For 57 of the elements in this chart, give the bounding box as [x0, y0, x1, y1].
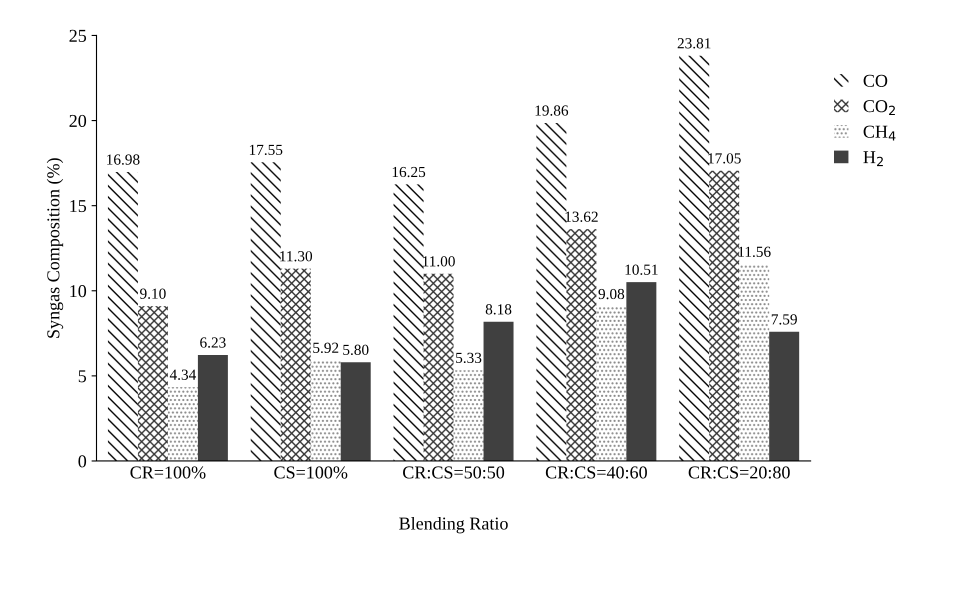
x-tick-label: CS=100%	[274, 466, 348, 479]
bar	[484, 322, 514, 461]
x-tick-label: CR=100%	[130, 466, 206, 479]
y-tick-label: 15	[70, 200, 86, 212]
bar	[250, 162, 281, 461]
data-label: 23.81	[678, 38, 710, 49]
data-label: 6.23	[200, 337, 226, 348]
y-axis-title: Syngas Composition (%)	[46, 158, 64, 338]
legend-label: CO$_{2}$	[864, 100, 895, 116]
bar	[108, 172, 138, 461]
data-label: 4.34	[170, 370, 196, 380]
y-tick-label: 5	[78, 370, 86, 382]
bar	[596, 306, 626, 461]
bar	[280, 268, 311, 461]
data-label: 10.51	[626, 264, 658, 275]
bar	[168, 387, 198, 461]
bar	[679, 56, 710, 461]
x-axis-title: Blending Ratio	[399, 516, 508, 534]
bar	[394, 184, 424, 461]
bar	[739, 264, 770, 461]
legend-label: H$_{2}$	[863, 151, 883, 166]
y-tick-label: 25	[70, 30, 86, 42]
data-label: 5.80	[343, 344, 369, 356]
data-label: 9.08	[598, 288, 624, 300]
bar	[138, 306, 168, 461]
data-label: 17.05	[708, 153, 741, 164]
legend-label: CH$_{4}$	[864, 126, 896, 141]
data-label: 7.59	[772, 314, 797, 325]
data-label: 11.00	[422, 256, 455, 267]
data-label: 8.18	[486, 304, 512, 315]
bar	[769, 332, 800, 461]
data-label: 19.86	[536, 105, 568, 116]
bar	[454, 370, 484, 461]
bar	[340, 362, 371, 461]
data-label: 11.30	[280, 251, 312, 262]
data-label: 5.33	[456, 352, 482, 364]
data-label: 16.25	[392, 166, 426, 178]
bar	[424, 274, 454, 461]
data-label: 11.56	[738, 246, 771, 258]
bar	[709, 170, 740, 461]
y-tick-label: 10	[70, 285, 86, 298]
bar	[566, 229, 596, 461]
bar	[626, 282, 656, 461]
legend-label: CO	[864, 74, 888, 87]
data-label: 9.10	[140, 288, 166, 299]
data-label: 5.92	[313, 342, 338, 354]
data-label: 16.98	[107, 154, 140, 165]
data-label: 13.62	[566, 212, 598, 222]
bar	[310, 360, 341, 461]
x-tick-label: CR:CS=20:80	[688, 466, 790, 479]
y-tick-label: 20	[70, 114, 86, 128]
data-label: 17.55	[250, 144, 282, 156]
x-tick-label: CR:CS=50:50	[403, 466, 504, 479]
bar	[536, 122, 566, 461]
x-tick-label: CR:CS=40:60	[546, 466, 647, 479]
y-tick-label: 0	[78, 455, 86, 468]
bar	[198, 354, 228, 461]
